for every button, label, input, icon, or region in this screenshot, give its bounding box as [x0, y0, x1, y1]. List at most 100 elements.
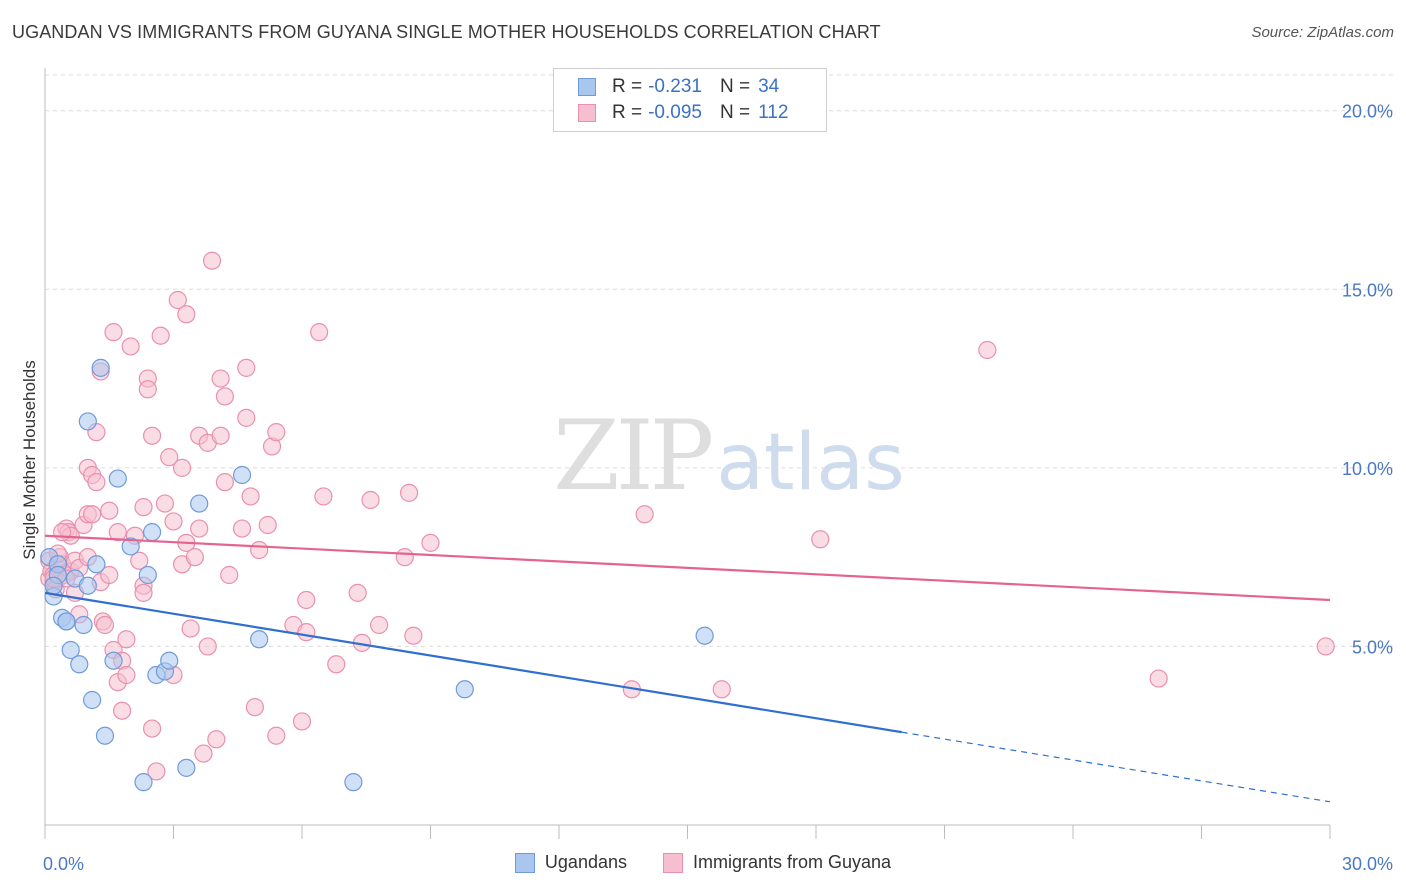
stats-legend: R = -0.231 N = 34 R = -0.095 N = 112: [553, 68, 827, 132]
guyana-point: [53, 523, 72, 542]
guyana-point: [112, 701, 132, 720]
guyana-point: [151, 326, 170, 345]
guyana-point: [395, 548, 414, 567]
stats-legend-row-guyana: R = -0.095 N = 112: [578, 101, 788, 125]
ugandans-point: [44, 576, 63, 595]
guyana-point: [202, 251, 222, 270]
guyana-point: [211, 426, 230, 445]
guyana-point: [138, 380, 157, 399]
ugandans-point: [121, 537, 140, 556]
legend-item-ugandans[interactable]: Ugandans: [514, 852, 627, 873]
legend-swatch-pink: [663, 852, 683, 873]
series-legend: Ugandans Immigrants from Guyana: [0, 852, 1406, 873]
guyana-point: [220, 565, 239, 585]
guyana-point: [142, 426, 162, 445]
guyana-point: [108, 523, 127, 542]
r-label: R =: [612, 76, 643, 97]
ugandans-point: [250, 630, 269, 649]
guyana-point: [134, 583, 153, 602]
ugandans-point: [57, 612, 76, 631]
guyana-point: [232, 519, 252, 538]
legend-item-guyana[interactable]: Immigrants from Guyana: [663, 852, 891, 873]
guyana-point: [147, 762, 166, 781]
guyana-point: [87, 473, 106, 492]
guyana-point: [117, 665, 136, 685]
x-tick-label: 0.0%: [43, 854, 84, 874]
guyana-point: [130, 551, 149, 570]
r-value: -0.231: [648, 76, 702, 97]
guyana-point: [404, 626, 423, 645]
ugandans-point: [142, 523, 162, 542]
guyana-point: [635, 505, 654, 524]
ugandans-point: [95, 726, 115, 745]
n-value: 34: [758, 76, 780, 97]
guyana-point: [168, 290, 187, 310]
guyana-point: [194, 744, 213, 763]
guyana-point: [1149, 669, 1168, 688]
guyana-point: [245, 698, 264, 717]
ugandans-point: [177, 758, 196, 777]
guyana-point: [121, 337, 140, 356]
guyana-point: [172, 458, 192, 477]
n-value: 112: [758, 102, 789, 123]
guyana-point: [198, 637, 217, 656]
guyana-point: [297, 623, 316, 642]
ugandans-point: [61, 640, 80, 660]
guyana-point: [250, 540, 269, 560]
ugandans-point: [232, 465, 252, 485]
y-tick-label: 20.0%: [1342, 102, 1393, 122]
guyana-point: [95, 615, 115, 635]
guyana-point: [348, 583, 367, 602]
guyana-point: [310, 323, 329, 342]
ugandans-point: [87, 555, 106, 574]
y-tick-label: 10.0%: [1342, 459, 1393, 479]
guyana-point: [361, 490, 380, 510]
guyana-point: [297, 590, 316, 610]
guyana-point: [712, 680, 731, 699]
r-label: R =: [612, 102, 643, 123]
guyana-point: [142, 719, 162, 738]
ugandans-point: [695, 626, 714, 645]
ugandans-point: [91, 358, 110, 377]
guyana-point: [207, 730, 226, 749]
source-label: Source: ZipAtlas.com: [1251, 24, 1394, 41]
n-label: N =: [719, 76, 751, 97]
y-tick-label: 15.0%: [1342, 280, 1393, 300]
guyana-point: [185, 548, 205, 567]
guyana-point: [104, 323, 123, 342]
guyana-point: [370, 615, 389, 635]
guyana-point: [267, 726, 286, 745]
legend-swatch-blue: [514, 852, 535, 873]
guyana-point: [421, 533, 440, 552]
legend-swatch-pink: [578, 104, 596, 122]
guyana-point: [292, 712, 312, 731]
legend-swatch-blue: [578, 78, 596, 96]
guyana-point: [190, 519, 209, 538]
x-tick-label: 30.0%: [1342, 854, 1393, 874]
guyana-point: [215, 387, 234, 406]
legend-label-ugandans: Ugandans: [544, 852, 627, 872]
guyana-point: [399, 483, 419, 502]
guyana-point: [314, 487, 333, 506]
ugandans-point: [104, 651, 123, 670]
guyana-point: [100, 501, 119, 520]
ugandans-point: [160, 651, 179, 670]
guyana-point: [1316, 637, 1335, 656]
ugandans-point: [74, 615, 93, 635]
legend-label-guyana: Immigrants from Guyana: [693, 852, 892, 872]
ugandans-point: [134, 773, 153, 792]
ugandans-point: [455, 680, 474, 699]
stats-legend-row-ugandans: R = -0.231 N = 34: [578, 75, 779, 99]
ugandans-point: [78, 412, 97, 431]
guyana-point: [237, 408, 256, 427]
y-tick-label: 5.0%: [1352, 637, 1393, 657]
ugandans-point: [190, 494, 209, 513]
guyana-point: [327, 655, 346, 674]
ugandans-trend-extension: [901, 731, 1331, 803]
series-immigrants-from-guyana: [40, 251, 1335, 781]
n-label: N =: [719, 102, 751, 123]
ugandans-point: [78, 576, 97, 595]
guyana-point: [155, 494, 175, 513]
guyana-point: [177, 305, 196, 324]
